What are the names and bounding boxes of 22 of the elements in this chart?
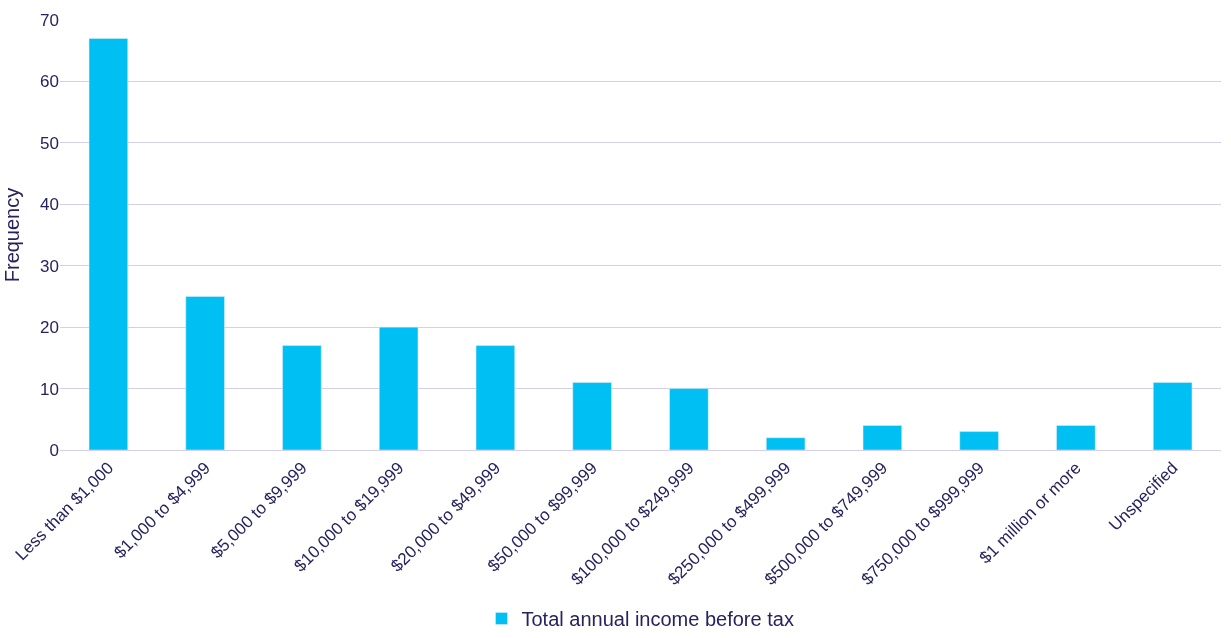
bar [475,345,515,450]
bar [1056,425,1096,450]
y-tick-label: 20 [40,318,59,338]
bar [669,388,709,450]
bar [766,437,806,450]
legend-label: Total annual income before tax [521,608,794,631]
bar [572,382,612,450]
y-tick-label: 60 [40,72,59,92]
bar [1153,382,1193,450]
bar [862,425,902,450]
y-axis-title: Frequency [0,187,23,283]
bar [379,326,419,450]
y-tick-label: 70 [40,10,59,30]
bar [282,345,322,450]
y-tick-label: 50 [40,133,59,153]
bar [185,296,225,450]
bar [959,431,999,450]
y-tick-label: 0 [49,440,59,460]
bar [88,38,128,450]
y-tick-label: 30 [40,256,59,276]
y-tick-label: 40 [40,195,59,215]
y-tick-label: 10 [40,379,59,399]
